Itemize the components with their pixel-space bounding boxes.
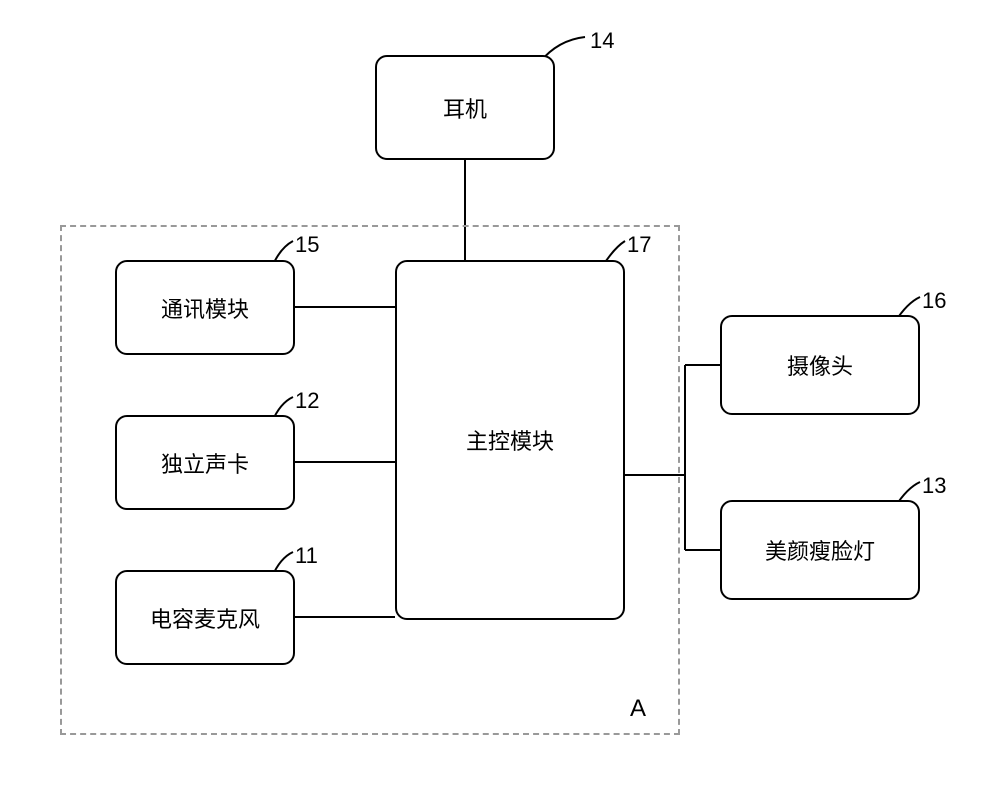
node-camera: 摄像头 bbox=[720, 315, 920, 415]
node-comm: 通讯模块 bbox=[115, 260, 295, 355]
node-soundcard: 独立声卡 bbox=[115, 415, 295, 510]
node-mic: 电容麦克风 bbox=[115, 570, 295, 665]
node-comm-label: 通讯模块 bbox=[161, 292, 249, 324]
node-beauty: 美颜瘦脸灯 bbox=[720, 500, 920, 600]
node-earphone-label: 耳机 bbox=[443, 92, 487, 124]
ref-soundcard: 12 bbox=[295, 388, 319, 414]
node-main-label: 主控模块 bbox=[466, 424, 554, 456]
ref-mic: 11 bbox=[295, 543, 318, 569]
node-earphone: 耳机 bbox=[375, 55, 555, 160]
ref-main: 17 bbox=[627, 232, 651, 258]
ref-comm: 15 bbox=[295, 232, 319, 258]
group-a-label: A bbox=[630, 695, 646, 723]
block-diagram: A 耳机通讯模块独立声卡电容麦克风 主控模块 摄像头美颜瘦脸灯 14 15 12 11 17… bbox=[0, 0, 1000, 800]
node-mic-label: 电容麦克风 bbox=[150, 602, 260, 634]
ref-beauty: 13 bbox=[922, 473, 946, 499]
node-soundcard-label: 独立声卡 bbox=[161, 447, 249, 479]
ref-camera: 16 bbox=[922, 288, 946, 314]
node-camera-label: 摄像头 bbox=[787, 349, 853, 381]
node-main: 主控模块 bbox=[395, 260, 625, 620]
node-beauty-label: 美颜瘦脸灯 bbox=[765, 534, 875, 566]
ref-earphone: 14 bbox=[590, 28, 614, 54]
